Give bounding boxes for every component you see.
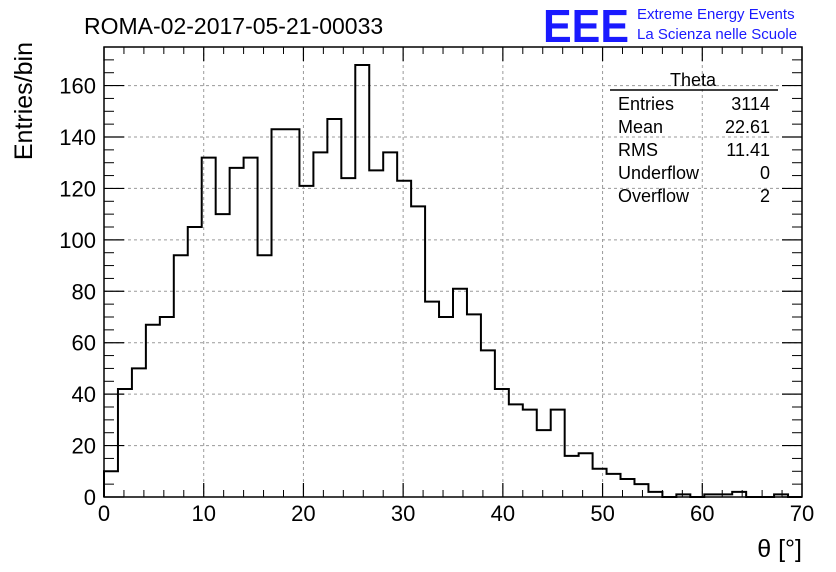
stats-value: 22.61 bbox=[725, 117, 770, 137]
grid bbox=[104, 47, 802, 497]
stats-value: 3114 bbox=[731, 94, 770, 114]
x-tick-label: 30 bbox=[391, 501, 415, 526]
axis-ticks bbox=[103, 46, 803, 498]
stats-value: 2 bbox=[760, 186, 770, 206]
x-tick-label: 0 bbox=[98, 501, 110, 526]
chart-title: ROMA-02-2017-05-21-00033 bbox=[84, 13, 383, 39]
stats-rows: Entries 3114 Mean 22.61 RMS 11.41 Underflow 0 Ov… bbox=[618, 94, 770, 206]
x-tick-label: 20 bbox=[291, 501, 315, 526]
y-tick-label: 80 bbox=[72, 279, 96, 304]
stats-title: Theta bbox=[670, 70, 717, 90]
x-tick-label: 70 bbox=[790, 501, 814, 526]
stats-label: Entries bbox=[618, 94, 674, 114]
stats-label: Underflow bbox=[618, 163, 700, 183]
y-tick-label: 40 bbox=[72, 382, 96, 407]
histogram-series bbox=[103, 64, 802, 498]
logo-line-2: La Scienza nelle Scuole bbox=[637, 26, 797, 43]
plot-frame bbox=[103, 46, 803, 498]
y-tick-label: 140 bbox=[59, 125, 96, 150]
x-tick-label: 40 bbox=[491, 501, 515, 526]
stats-label: RMS bbox=[618, 140, 658, 160]
x-tick-label: 60 bbox=[690, 501, 714, 526]
y-tick-label: 0 bbox=[84, 485, 96, 510]
stats-box: Theta Entries 3114 Mean 22.61 RMS 11.41 Underf… bbox=[610, 70, 778, 206]
logo-line-1: Extreme Energy Events bbox=[637, 6, 795, 23]
y-tick-label: 120 bbox=[59, 176, 96, 201]
stats-label: Mean bbox=[618, 117, 663, 137]
x-tick-label: 50 bbox=[590, 501, 614, 526]
y-tick-label: 60 bbox=[72, 331, 96, 356]
eee-logo-mark: EEE bbox=[543, 0, 629, 52]
y-tick-label: 100 bbox=[59, 228, 96, 253]
y-tick-label: 20 bbox=[72, 434, 96, 459]
stats-value: 0 bbox=[760, 163, 770, 183]
stats-value: 11.41 bbox=[726, 140, 770, 160]
stats-label: Overflow bbox=[618, 186, 690, 206]
y-tick-label: 160 bbox=[59, 74, 96, 99]
x-tick-label: 10 bbox=[191, 501, 215, 526]
y-axis-label: Entries/bin bbox=[10, 42, 38, 160]
x-axis-label: θ [°] bbox=[757, 535, 802, 563]
